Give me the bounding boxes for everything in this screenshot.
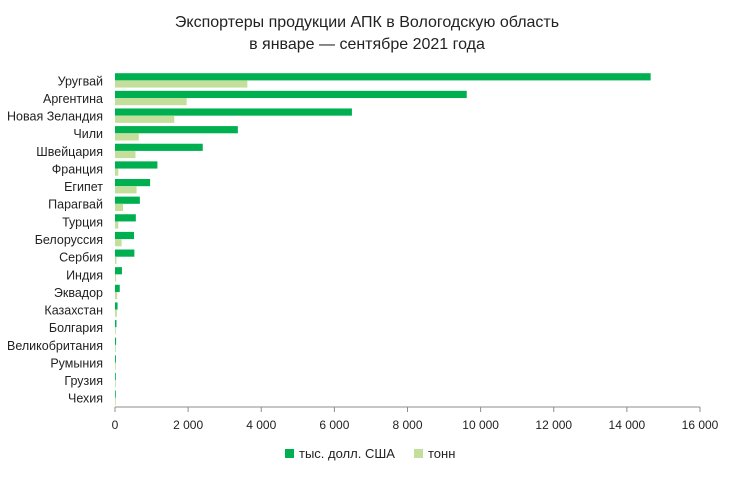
category-label: Румыния <box>50 356 103 370</box>
bar-tons-8 <box>115 221 119 229</box>
bar-tons-16 <box>115 362 116 370</box>
bar-tons-7 <box>115 203 124 212</box>
category-label: Новая Зеландия <box>7 110 103 124</box>
category-label: Грузия <box>64 374 103 388</box>
x-tick-label: 2 000 <box>173 418 203 432</box>
bar-usd-14 <box>115 320 117 328</box>
category-label: Казахстан <box>44 304 103 318</box>
x-tick-label: 12 000 <box>535 418 572 432</box>
bar-tons-14 <box>115 327 116 335</box>
bar-tons-18 <box>115 397 116 405</box>
category-label: Сербия <box>59 251 103 265</box>
bar-tons-3 <box>115 133 139 141</box>
bar-tons-9 <box>115 239 122 247</box>
category-label: Парагвай <box>48 198 103 212</box>
legend-swatch-tons <box>414 449 423 458</box>
bar-usd-12 <box>115 284 120 292</box>
bar-tons-11 <box>115 274 117 282</box>
bar-usd-2 <box>115 108 352 116</box>
bar-tons-4 <box>115 150 136 159</box>
category-label: Чехия <box>68 392 103 406</box>
bar-tons-12 <box>115 291 118 300</box>
category-label: Болгария <box>49 321 103 335</box>
bar-usd-0 <box>115 73 651 81</box>
category-label: Уругвай <box>58 74 103 88</box>
bar-usd-5 <box>115 161 158 169</box>
category-label: Белоруссия <box>35 233 103 247</box>
legend: тыс. долл. США тонн <box>285 446 455 461</box>
bar-usd-6 <box>115 178 151 187</box>
x-tick-label: 14 000 <box>609 418 646 432</box>
category-label: Великобритания <box>7 339 103 353</box>
bar-usd-18 <box>115 390 116 398</box>
legend-label-tons: тонн <box>428 446 455 461</box>
bar-usd-7 <box>115 196 140 204</box>
bar-tons-15 <box>115 344 116 353</box>
category-label: Турция <box>62 215 103 229</box>
category-label: Франция <box>52 162 103 176</box>
bar-tons-17 <box>115 380 116 388</box>
legend-label-usd: тыс. долл. США <box>299 446 395 461</box>
category-label: Египет <box>64 180 103 194</box>
bar-usd-8 <box>115 214 136 222</box>
x-tick-label: 10 000 <box>462 418 499 432</box>
bar-usd-13 <box>115 302 118 310</box>
bar-tons-10 <box>115 256 117 264</box>
category-label: Аргентина <box>43 92 103 106</box>
bar-tons-1 <box>115 98 187 106</box>
bar-usd-16 <box>115 355 116 363</box>
x-tick-label: 8 000 <box>392 418 422 432</box>
bar-usd-15 <box>115 337 117 345</box>
x-tick-label: 6 000 <box>319 418 349 432</box>
x-tick-label: 16 000 <box>682 418 719 432</box>
bar-usd-9 <box>115 231 135 240</box>
bar-tons-5 <box>115 168 119 176</box>
bar-tons-6 <box>115 186 137 194</box>
bar-usd-11 <box>115 267 122 275</box>
chart-title-line-2: в январе — сентябре 2021 года <box>249 36 485 53</box>
bar-usd-17 <box>115 372 116 381</box>
bar-usd-3 <box>115 126 238 134</box>
bar-usd-1 <box>115 90 467 99</box>
plot-area: Уругвай Аргентина Новая Зеландия Чили Швейца… <box>7 73 719 432</box>
bar-usd-10 <box>115 249 135 257</box>
legend-swatch-usd <box>285 449 294 458</box>
x-tick-label: 0 <box>112 418 119 432</box>
bar-tons-0 <box>115 80 248 88</box>
chart-title-line-1: Экспортеры продукции АПК в Вологодскую о… <box>175 14 559 31</box>
bar-tons-13 <box>115 309 117 317</box>
category-label: Эквадор <box>54 286 103 300</box>
category-label: Чили <box>73 127 103 141</box>
category-label: Индия <box>66 268 103 282</box>
category-label: Швейцария <box>36 145 103 159</box>
bar-usd-4 <box>115 143 203 151</box>
x-tick-label: 4 000 <box>246 418 276 432</box>
bar-tons-2 <box>115 115 175 123</box>
